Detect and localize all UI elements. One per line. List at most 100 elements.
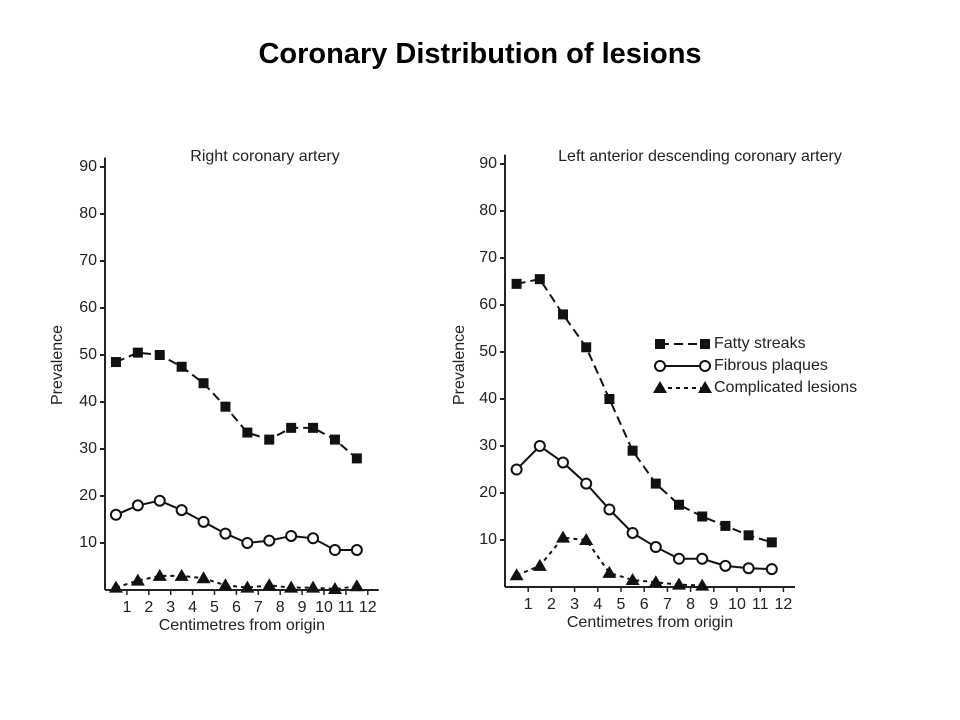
series-line (516, 278, 773, 544)
x-tick-label: 12 (359, 599, 377, 616)
data-point (672, 577, 686, 590)
y-tick-label: 20 (79, 487, 97, 504)
data-point (241, 537, 254, 549)
data-point (131, 499, 144, 512)
data-point (285, 529, 298, 542)
data-point (626, 526, 639, 539)
data-point (557, 456, 569, 469)
x-tick-label: 9 (709, 596, 718, 613)
series-line (115, 351, 358, 460)
data-point (696, 552, 709, 565)
data-point (154, 350, 165, 360)
legend-label: Fatty streaks (714, 335, 806, 352)
x-axis-label: Centimetres from origin (159, 617, 325, 634)
y-tick-label: 90 (479, 155, 497, 172)
data-point (153, 494, 166, 507)
data-point (695, 578, 710, 591)
data-point (130, 573, 145, 586)
x-tick-label: 7 (663, 596, 672, 613)
data-point (509, 568, 524, 581)
page-title: Coronary Distribution of lesions (258, 38, 702, 70)
data-point (152, 568, 167, 581)
data-point (556, 530, 570, 543)
legend-marker (655, 339, 665, 349)
data-point (627, 445, 638, 456)
data-point (580, 477, 593, 490)
x-tick-label: 10 (315, 599, 333, 616)
data-point (284, 580, 299, 593)
data-point (648, 575, 663, 588)
legend-label: Complicated lesions (714, 379, 857, 396)
data-point (328, 544, 341, 557)
x-tick-label: 5 (210, 599, 219, 616)
x-tick-label: 8 (276, 599, 285, 616)
x-tick-label: 1 (524, 596, 533, 613)
x-tick-label: 3 (166, 599, 175, 616)
x-tick-label: 6 (640, 596, 649, 613)
data-point (132, 347, 143, 358)
data-point (603, 503, 616, 516)
subplot-title: Left anterior descending coronary artery (558, 148, 842, 165)
legend-marker (653, 381, 667, 393)
x-tick-label: 10 (728, 596, 746, 613)
data-point (742, 562, 755, 575)
data-point (350, 544, 363, 557)
y-tick-label: 10 (79, 534, 97, 551)
data-point (329, 434, 340, 445)
data-point (240, 580, 255, 593)
x-tick-label: 5 (617, 596, 626, 613)
y-tick-label: 50 (479, 343, 497, 360)
data-point (176, 361, 187, 372)
data-point (263, 534, 276, 547)
data-point (110, 357, 121, 368)
data-point (720, 520, 731, 531)
y-tick-label: 30 (479, 437, 497, 454)
data-point (697, 511, 708, 522)
data-point (175, 504, 188, 517)
data-point (242, 427, 253, 438)
y-axis-label: Prevalence (451, 325, 468, 405)
data-point (219, 527, 232, 540)
data-point (308, 422, 319, 433)
y-tick-label: 60 (479, 296, 497, 313)
data-point (109, 508, 122, 521)
legend-marker (700, 339, 710, 349)
y-tick-label: 50 (79, 346, 97, 363)
data-point (673, 552, 685, 565)
data-point (625, 572, 640, 585)
data-point (197, 515, 210, 528)
x-tick-label: 12 (775, 596, 793, 613)
x-tick-label: 9 (298, 599, 307, 616)
data-point (264, 434, 275, 445)
y-tick-label: 30 (79, 440, 97, 457)
data-point (649, 541, 662, 554)
y-tick-label: 70 (479, 249, 497, 266)
x-tick-label: 2 (547, 596, 556, 613)
data-point (533, 440, 546, 452)
y-tick-label: 80 (479, 202, 497, 219)
data-point (218, 578, 233, 591)
series-line (115, 499, 357, 552)
data-point (262, 578, 277, 591)
x-tick-label: 1 (122, 599, 131, 616)
y-tick-label: 90 (79, 158, 97, 175)
y-tick-label: 40 (79, 393, 97, 410)
x-tick-label: 11 (752, 596, 769, 613)
data-point (650, 478, 661, 489)
legend-marker (698, 381, 712, 393)
data-point (602, 565, 617, 578)
subplot-title: Right coronary artery (190, 148, 339, 165)
x-tick-label: 6 (232, 599, 241, 616)
data-point (534, 274, 545, 285)
data-point (581, 342, 592, 353)
x-tick-label: 8 (686, 596, 695, 613)
data-point (604, 394, 615, 404)
data-point (286, 422, 297, 433)
data-point (198, 378, 209, 389)
x-tick-label: 3 (570, 596, 579, 613)
series-line (115, 574, 357, 591)
y-tick-label: 60 (79, 299, 97, 316)
y-tick-label: 10 (479, 531, 497, 548)
data-point (743, 530, 754, 541)
